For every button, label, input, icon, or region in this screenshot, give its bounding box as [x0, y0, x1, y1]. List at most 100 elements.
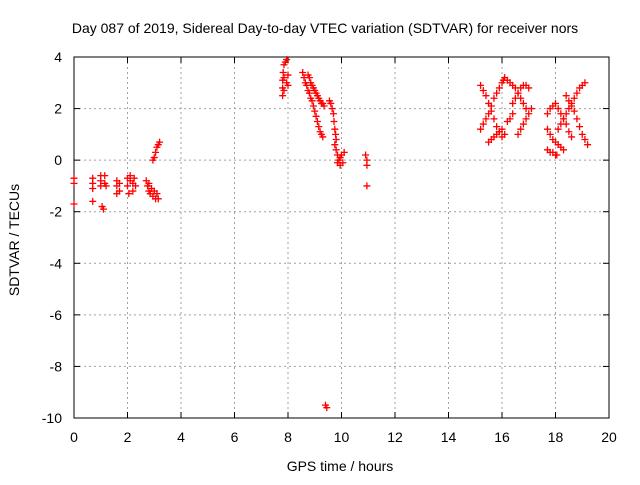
data-point-marker	[323, 404, 331, 412]
data-point-marker	[279, 92, 287, 100]
x-tick-label: 2	[124, 429, 132, 445]
axis-ticks: 0 2 4 6 8 10 12 14 16 18 20 -10 -8 -6 -4 -2 0 2 4	[42, 49, 617, 445]
data-point-marker	[514, 89, 522, 97]
data-point-marker	[495, 84, 503, 92]
data-point-marker	[70, 200, 78, 208]
data-point-marker	[308, 97, 316, 105]
y-tick-label: -8	[50, 358, 63, 374]
data-point-marker	[525, 84, 533, 92]
data-point-marker	[363, 161, 371, 169]
data-point-marker	[70, 179, 78, 187]
data-point-marker	[280, 74, 288, 82]
data-point-marker	[319, 133, 327, 141]
x-tick-label: 20	[601, 429, 617, 445]
data-point-marker	[145, 179, 153, 187]
data-point-marker	[101, 172, 109, 180]
data-point-marker	[340, 148, 348, 156]
grid-lines	[74, 57, 609, 418]
data-point-marker	[522, 115, 530, 123]
data-point-marker	[126, 172, 134, 180]
data-point-marker	[554, 125, 562, 133]
data-point-marker	[89, 185, 97, 193]
data-point-marker	[284, 81, 292, 89]
y-tick-label: -4	[50, 255, 63, 271]
data-point-marker	[552, 99, 559, 107]
data-point-marker	[283, 56, 291, 64]
data-point-marker	[482, 115, 490, 123]
data-point-marker	[329, 110, 337, 118]
data-point-marker	[514, 130, 522, 138]
data-point-marker	[279, 68, 287, 76]
data-point-marker	[102, 182, 110, 190]
x-tick-label: 0	[70, 429, 78, 445]
data-point-marker	[363, 182, 371, 190]
data-point-marker	[89, 197, 97, 205]
data-point-marker	[501, 130, 509, 138]
data-point-marker	[482, 92, 490, 100]
x-tick-label: 16	[494, 429, 510, 445]
data-point-marker	[124, 182, 131, 190]
x-tick-label: 10	[334, 429, 350, 445]
y-tick-label: -10	[42, 410, 62, 426]
data-point-marker	[517, 125, 525, 133]
data-point-marker	[156, 138, 164, 146]
data-point-marker	[152, 148, 160, 156]
data-point-marker	[506, 115, 514, 123]
data-point-marker	[509, 99, 517, 107]
x-tick-label: 14	[441, 429, 457, 445]
data-point-marker	[130, 174, 138, 182]
data-point-marker	[315, 123, 323, 131]
x-tick-label: 12	[387, 429, 403, 445]
data-point-marker	[554, 105, 562, 113]
data-point-marker	[313, 117, 321, 125]
data-point-marker	[581, 136, 589, 144]
data-point-marker	[519, 120, 527, 128]
data-point-marker	[305, 74, 313, 82]
data-point-marker	[557, 120, 565, 128]
data-point-marker	[309, 102, 317, 110]
y-tick-label: -6	[50, 307, 63, 323]
data-point-marker	[362, 151, 370, 159]
data-point-marker	[584, 141, 592, 149]
data-point-marker	[477, 125, 485, 133]
data-point-marker	[543, 125, 551, 133]
y-tick-label: -2	[50, 204, 63, 220]
data-point-marker	[568, 102, 576, 110]
data-points	[70, 56, 592, 412]
data-point-marker	[568, 133, 576, 141]
data-point-marker	[493, 123, 501, 131]
data-point-marker	[305, 89, 313, 97]
data-point-marker	[311, 107, 319, 115]
data-point-marker	[511, 94, 519, 102]
data-point-marker	[312, 112, 320, 120]
data-point-marker	[560, 146, 568, 154]
data-point-marker	[490, 115, 498, 123]
data-point-marker	[125, 190, 133, 198]
data-point-marker	[477, 81, 485, 89]
data-point-marker	[578, 130, 586, 138]
data-point-marker	[573, 89, 581, 97]
data-point-marker	[280, 87, 288, 95]
data-point-marker	[519, 99, 527, 107]
data-point-marker	[553, 151, 561, 159]
data-point-marker	[331, 125, 339, 133]
data-point-marker	[332, 136, 340, 144]
data-point-marker	[129, 187, 137, 195]
data-point-marker	[485, 99, 493, 107]
data-point-marker	[153, 190, 161, 198]
y-axis-label: SDTVAR / TECUs	[6, 184, 22, 296]
data-point-marker	[525, 110, 533, 118]
data-point-marker	[328, 105, 336, 113]
data-point-marker	[576, 123, 584, 131]
data-point-marker	[479, 120, 487, 128]
data-point-marker	[565, 128, 573, 136]
data-point-marker	[562, 92, 570, 100]
data-point-marker	[546, 130, 554, 138]
chart-title: Day 087 of 2019, Sidereal Day-to-day VTE…	[72, 20, 578, 36]
x-tick-label: 8	[284, 429, 292, 445]
data-point-marker	[543, 110, 551, 118]
data-point-marker	[284, 71, 292, 79]
data-point-marker	[490, 94, 498, 102]
